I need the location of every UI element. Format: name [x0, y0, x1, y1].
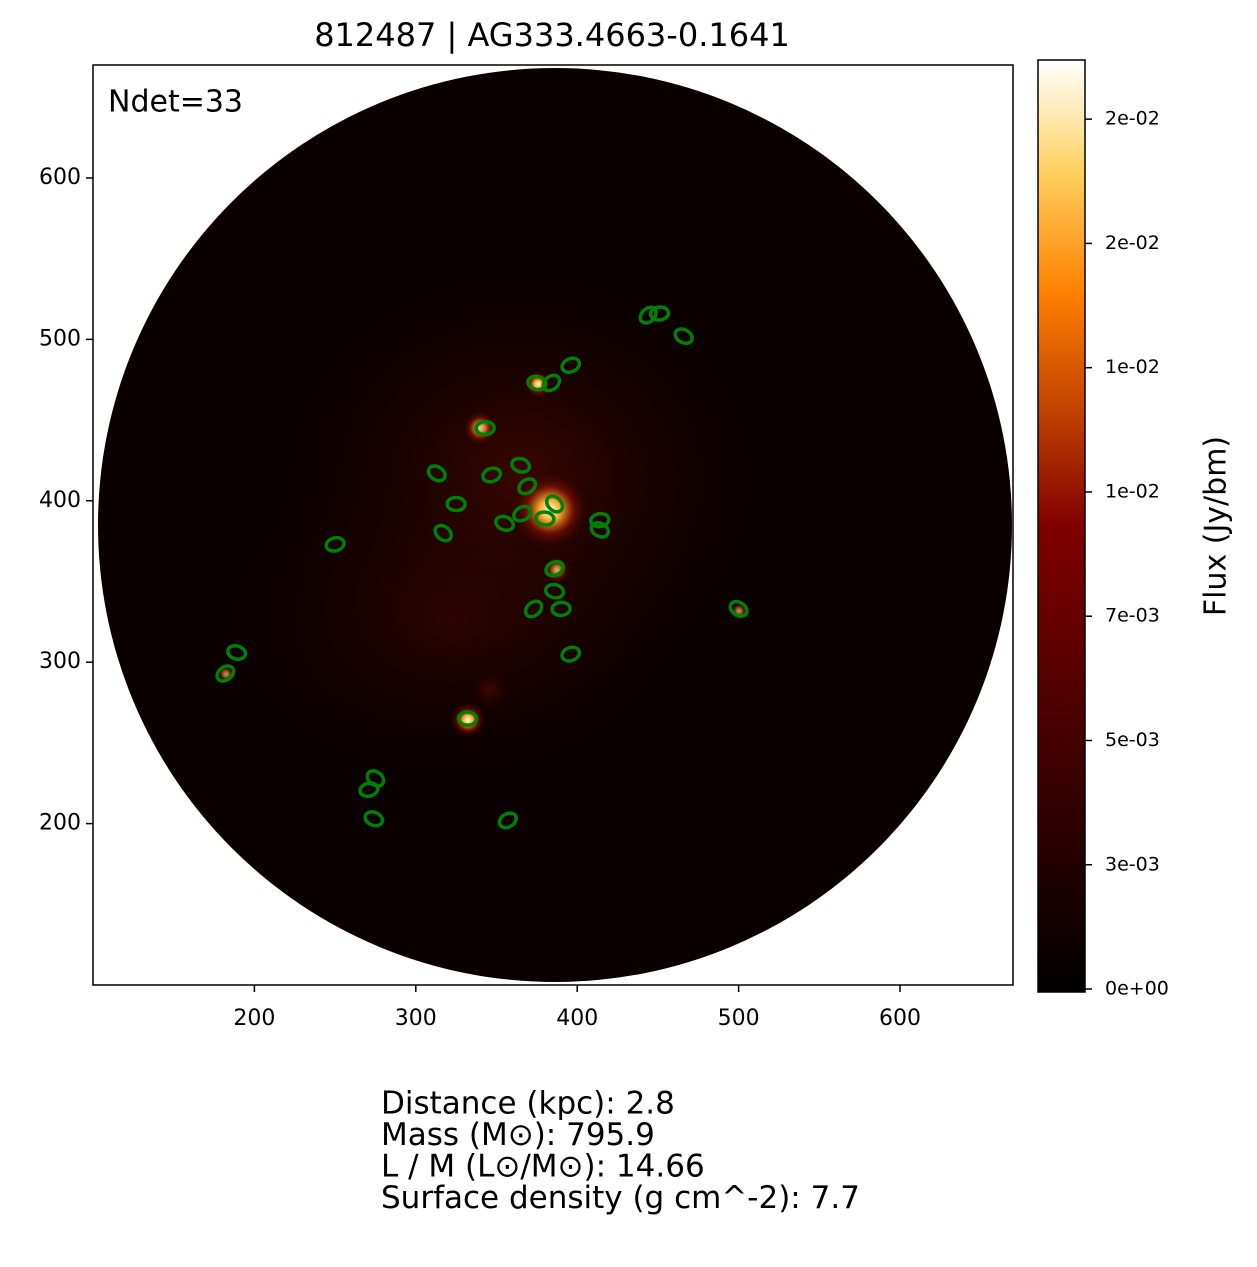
detection	[494, 514, 515, 533]
info-line: L / M (L⊙/M⊙): 14.66	[381, 1149, 705, 1185]
detection	[648, 305, 671, 322]
colorbar-tick-label: 0e+00	[1105, 978, 1169, 1000]
detection	[358, 781, 380, 799]
detection	[474, 419, 496, 437]
detection	[226, 644, 248, 662]
detection	[541, 373, 562, 393]
x-tick-label: 300	[395, 1006, 437, 1031]
colorbar-tick-label: 3e-03	[1105, 853, 1160, 875]
x-tick-label: 500	[718, 1006, 760, 1031]
detection	[481, 466, 503, 484]
colorbar-tick-label: 7e-03	[1105, 605, 1160, 627]
detection	[544, 494, 565, 514]
glow	[465, 665, 515, 715]
colorbar	[1037, 59, 1086, 993]
image	[98, 68, 1012, 982]
y-tick-label: 400	[39, 488, 81, 513]
glow	[462, 410, 498, 446]
info-line: Mass (M⊙): 795.9	[381, 1117, 655, 1153]
detection	[517, 477, 538, 496]
detection	[589, 511, 611, 529]
colorbar-tick-label: 2e-02	[1105, 232, 1160, 254]
detection	[512, 504, 533, 523]
detection	[426, 464, 447, 483]
detection	[433, 523, 454, 543]
y-tick-label: 500	[39, 326, 81, 351]
info-line: Surface density (g cm^-2): 7.7	[381, 1180, 860, 1216]
annotation: Ndet=33	[108, 85, 243, 120]
detection	[673, 327, 694, 346]
y-tick-label: 600	[39, 165, 81, 190]
y-tick-label: 300	[39, 649, 81, 674]
detection	[215, 664, 236, 683]
chart-title: 812487 | AG333.4663-0.1641	[314, 16, 790, 54]
detection	[728, 599, 749, 619]
detection	[550, 600, 572, 618]
detection	[560, 356, 582, 374]
colorbar-tick-label: 5e-03	[1105, 729, 1160, 751]
detection	[456, 710, 479, 727]
colorbar-tick-label: 2e-02	[1105, 108, 1160, 130]
detection	[510, 456, 532, 474]
detection	[526, 374, 548, 392]
colorbar-tick-label: 1e-02	[1105, 356, 1160, 378]
x-tick-label: 200	[233, 1006, 275, 1031]
detection	[324, 535, 346, 553]
detection	[445, 495, 467, 513]
detection	[560, 645, 582, 663]
detection	[497, 811, 518, 830]
detection	[523, 599, 544, 619]
detection	[534, 510, 556, 527]
colorbar-tick-label: 1e-02	[1105, 480, 1160, 502]
colorbar-label: Flux (Jy/bm)	[1199, 436, 1234, 616]
detection	[544, 559, 565, 578]
detection	[589, 520, 611, 539]
haze	[190, 440, 710, 800]
detection	[543, 582, 566, 600]
detection	[363, 810, 385, 828]
y-tick-label: 200	[39, 811, 81, 836]
plot-frame	[92, 64, 1014, 986]
x-tick-label: 400	[556, 1006, 598, 1031]
x-tick-label: 600	[879, 1006, 921, 1031]
info-line: Distance (kpc): 2.8	[381, 1086, 675, 1122]
